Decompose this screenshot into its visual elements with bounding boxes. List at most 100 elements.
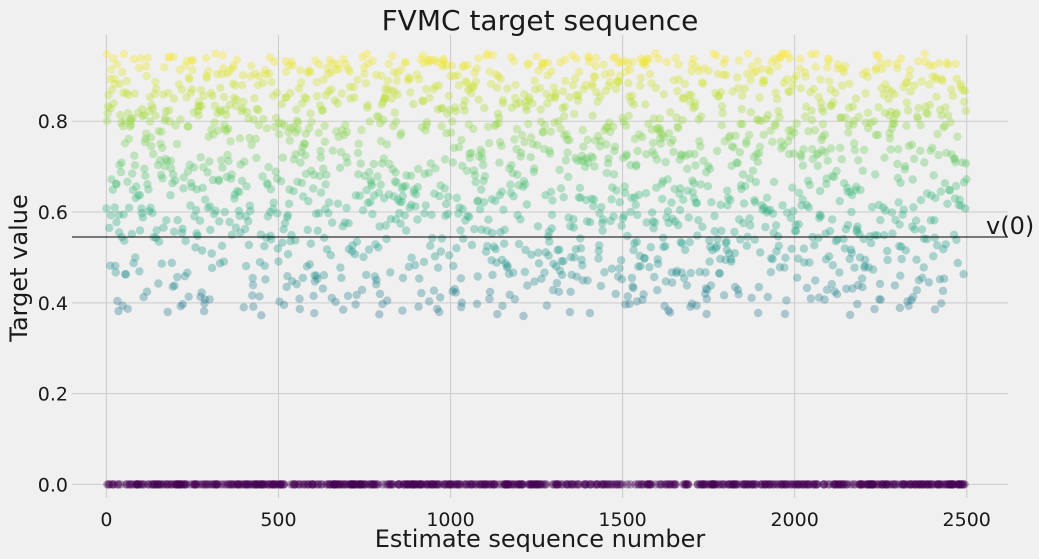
scatter-point [799, 244, 809, 253]
scatter-point [510, 135, 519, 144]
scatter-point [620, 56, 629, 65]
scatter-point [210, 118, 219, 127]
scatter-point [924, 278, 934, 287]
scatter-point [385, 480, 394, 489]
scatter-point [529, 480, 538, 489]
scatter-point [389, 67, 399, 77]
scatter-point [133, 480, 142, 489]
scatter-point [655, 114, 664, 123]
scatter-point [461, 77, 470, 86]
scatter-point [522, 200, 532, 209]
scatter-point [536, 105, 545, 114]
scatter-point [343, 480, 352, 489]
scatter-point [625, 65, 634, 75]
scatter-point [207, 249, 216, 258]
scatter-point [566, 253, 576, 262]
scatter-point [114, 210, 124, 220]
scatter-point [620, 188, 630, 197]
scatter-point [646, 243, 655, 252]
scatter-point [877, 64, 887, 74]
scatter-point [836, 113, 845, 122]
scatter-point [587, 82, 597, 91]
scatter-point [374, 188, 384, 197]
scatter-point [405, 203, 414, 212]
scatter-point [527, 480, 536, 489]
scatter-point [356, 159, 365, 168]
scatter-point [495, 138, 505, 147]
scatter-point [781, 480, 791, 489]
scatter-point [144, 206, 154, 216]
scatter-point [683, 480, 693, 489]
scatter-point [605, 118, 614, 127]
scatter-point [457, 302, 466, 312]
scatter-point [406, 171, 416, 180]
scatter-point [543, 71, 552, 80]
scatter-point [132, 182, 141, 191]
scatter-point [350, 93, 359, 102]
scatter-point [161, 113, 170, 123]
scatter-point [653, 259, 663, 268]
scatter-point [884, 59, 893, 68]
scatter-point [880, 153, 889, 162]
scatter-point [718, 480, 727, 489]
scatter-point [825, 77, 834, 86]
scatter-point [191, 480, 200, 489]
scatter-point [309, 291, 318, 301]
scatter-point [736, 181, 746, 190]
scatter-point [760, 480, 770, 489]
scatter-point [424, 55, 433, 64]
scatter-point [159, 90, 168, 99]
scatter-point [589, 72, 598, 81]
scatter-point [853, 299, 862, 309]
scatter-point [722, 245, 732, 255]
scatter-point [918, 480, 927, 489]
scatter-point [318, 284, 328, 293]
scatter-point [915, 480, 925, 489]
scatter-point [905, 65, 915, 75]
scatter-point [475, 480, 484, 489]
scatter-point [416, 55, 426, 64]
scatter-point [330, 480, 339, 489]
scatter-point [699, 480, 708, 489]
scatter-point [325, 480, 335, 489]
scatter-point [201, 480, 211, 489]
scatter-point [952, 480, 962, 489]
scatter-point [418, 480, 427, 489]
scatter-point [882, 480, 891, 489]
scatter-point [264, 480, 273, 489]
scatter-point [177, 228, 187, 237]
scatter-point [775, 113, 784, 122]
scatter-point [260, 66, 270, 75]
scatter-point [508, 168, 517, 178]
scatter-point [350, 250, 360, 259]
scatter-point [311, 480, 320, 489]
scatter-point [395, 208, 404, 218]
scatter-point [884, 480, 894, 489]
scatter-point [428, 234, 437, 243]
scatter-point [688, 187, 697, 197]
scatter-point [684, 213, 693, 222]
scatter-point [788, 183, 797, 192]
scatter-point [740, 480, 749, 489]
scatter-point [448, 158, 458, 167]
scatter-point [772, 480, 781, 489]
scatter-point [634, 190, 643, 200]
scatter-point [603, 123, 612, 132]
scatter-point [249, 302, 258, 311]
scatter-point [607, 480, 616, 489]
scatter-point [216, 107, 225, 117]
scatter-point [205, 157, 214, 166]
scatter-point [953, 132, 962, 141]
scatter-point [160, 116, 170, 125]
scatter-point [765, 480, 774, 489]
scatter-point [226, 137, 235, 146]
scatter-point [293, 125, 302, 134]
scatter-point [418, 96, 427, 105]
scatter-point [712, 51, 721, 60]
scatter-point [882, 480, 891, 489]
scatter-point [644, 119, 653, 128]
scatter-point [492, 70, 501, 79]
scatter-point [562, 480, 571, 489]
scatter-point [924, 480, 933, 489]
scatter-point [165, 52, 174, 61]
